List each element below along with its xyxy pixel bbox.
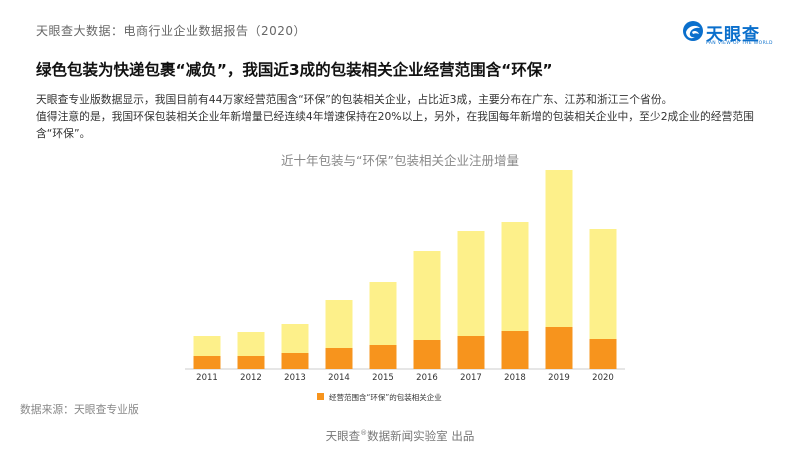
footer-suffix: 数据新闻实验室 出品 [367, 429, 475, 443]
x-tick-label-2017: 2017 [460, 373, 482, 383]
bar-eco-packaging-2015 [369, 345, 397, 369]
bar-total-2020 [589, 229, 617, 339]
bar-total-2017 [457, 231, 485, 336]
x-tick-label-2012: 2012 [240, 373, 262, 383]
bar-eco-packaging-2013 [281, 353, 309, 369]
bar-total-2015 [369, 282, 397, 345]
bar-eco-packaging-2011 [193, 356, 221, 369]
bar-eco-packaging-2018 [501, 331, 529, 369]
bar-total-2018 [501, 222, 529, 331]
bar-chart: 2011 2012 2013 2014 2015 2016 2017 2018 2019 2020… [185, 170, 625, 402]
x-tick-label-2018: 2018 [504, 373, 526, 383]
x-tick-label-2020: 2020 [592, 373, 614, 383]
legend-label: 经营范围含“环保”的包装相关企业 [329, 392, 442, 402]
bar-total-2011 [193, 336, 221, 356]
bar-total-2014 [325, 300, 353, 348]
footer-prefix: 天眼查 [325, 429, 361, 443]
bar-eco-packaging-2019 [545, 327, 573, 369]
x-tick-label-2016: 2016 [416, 373, 438, 383]
report-title: 天眼查大数据：电商行业企业数据报告（2020） [36, 24, 307, 38]
headline: 绿色包装为快递包裹“减负”，我国近3成的包装相关企业经营范围含“环保” [36, 61, 553, 79]
bar-total-2019 [545, 170, 573, 327]
logo-name: 天眼查 [706, 25, 760, 45]
description-paragraph-2: 值得注意的是，我国环保包装相关企业年新增量已经连续4年增速保持在20%以上，另外… [36, 110, 754, 140]
footer-credit: 天眼查®数据新闻实验室 出品 [0, 428, 800, 444]
registered-mark: ® [360, 429, 368, 438]
bar-eco-packaging-2012 [237, 356, 265, 369]
bar-total-2013 [281, 324, 309, 353]
x-tick-label-2014: 2014 [328, 373, 350, 383]
logo-swirl-icon [683, 21, 703, 41]
x-tick-label-2013: 2013 [284, 373, 306, 383]
x-tick-label-2011: 2011 [196, 373, 218, 383]
x-tick-label-2019: 2019 [548, 373, 570, 383]
bar-eco-packaging-2016 [413, 340, 441, 369]
bar-eco-packaging-2020 [589, 339, 617, 369]
data-source: 数据来源：天眼查专业版 [20, 403, 139, 416]
legend-swatch [317, 393, 324, 400]
x-tick-label-2015: 2015 [372, 373, 394, 383]
tianyancha-logo: 天眼查 PAN VIEW OF THE WORLD [682, 18, 772, 50]
bar-total-2016 [413, 251, 441, 340]
chart-title: 近十年包装与“环保”包装相关企业注册增量 [281, 153, 519, 168]
bar-eco-packaging-2017 [457, 336, 485, 369]
description-paragraph-1: 天眼查专业版数据显示，我国目前有44万家经营范围含“环保”的包装相关企业，占比近… [36, 93, 673, 106]
logo-tagline: PAN VIEW OF THE WORLD [706, 41, 773, 46]
bar-eco-packaging-2014 [325, 348, 353, 369]
description: 天眼查专业版数据显示，我国目前有44万家经营范围含“环保”的包装相关企业，占比近… [36, 91, 776, 142]
bar-total-2012 [237, 332, 265, 356]
